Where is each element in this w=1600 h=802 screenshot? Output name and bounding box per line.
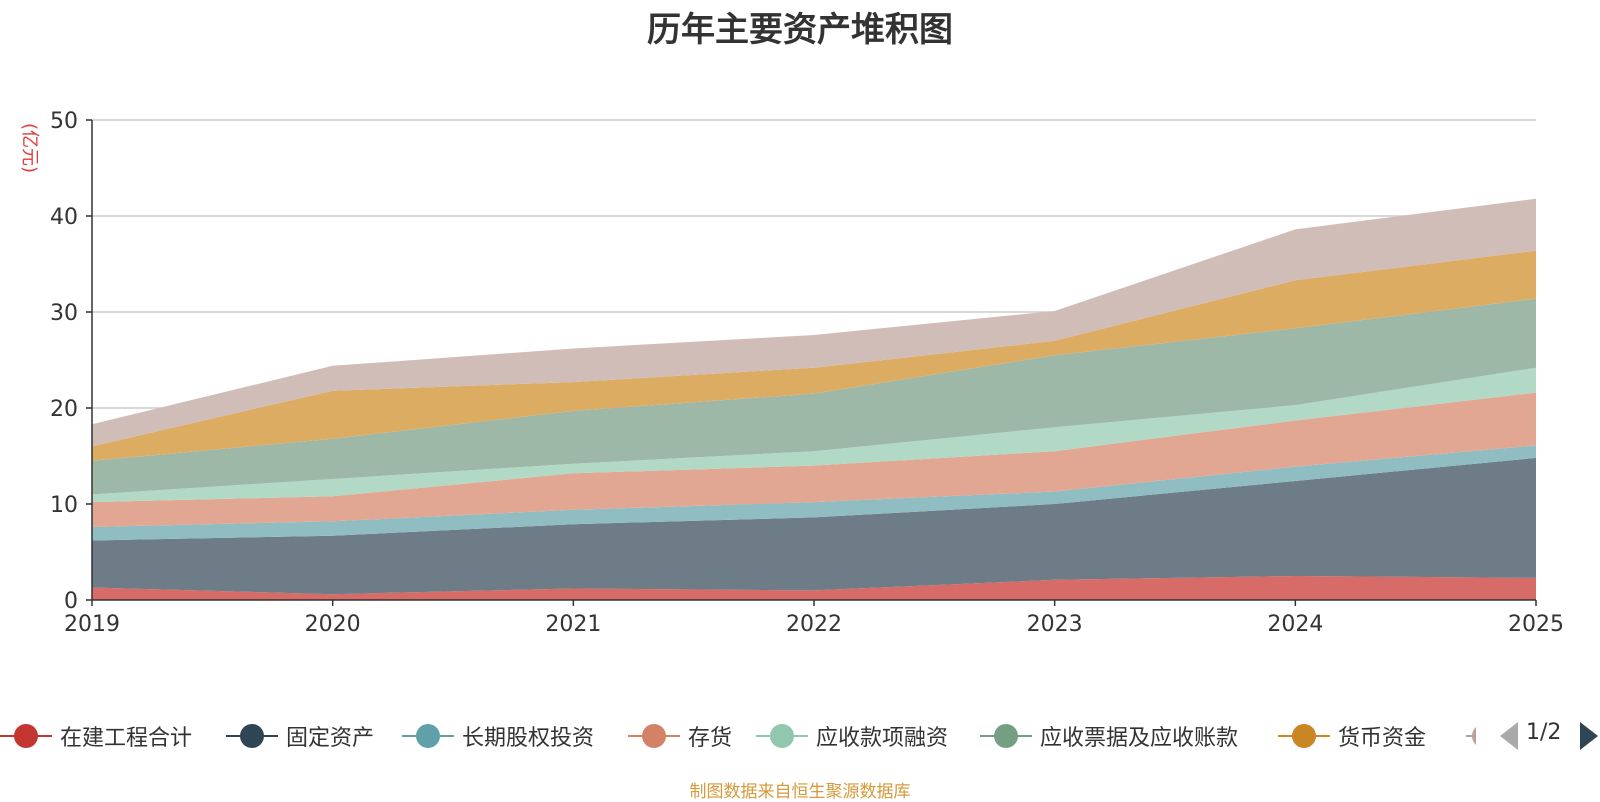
area-series-7[interactable] [92, 198, 1536, 447]
legend-next-page-icon[interactable] [1580, 722, 1598, 750]
legend-prev-page-icon[interactable] [1500, 722, 1518, 750]
y-tick-label: 40 [50, 205, 78, 230]
source-note: 制图数据来自恒生聚源数据库 [689, 782, 911, 802]
legend-marker-icon [980, 716, 1032, 756]
chart-title: 历年主要资产堆积图 [647, 10, 953, 50]
legend-marker-icon [226, 716, 278, 756]
y-tick-label: 30 [50, 301, 78, 326]
legend-label: 应收票据及应收账款 [1040, 726, 1239, 751]
area-series-5[interactable] [92, 298, 1536, 495]
area-series-4[interactable] [92, 367, 1536, 503]
legend-item-5[interactable]: 应收票据及应收账款 [980, 716, 1238, 756]
x-tick-label: 2022 [786, 612, 842, 637]
chart-plot: 0 10 20 30 40 50 2019 2020 2021 2022 2023 2024 2025 [50, 109, 1564, 637]
x-tick-label: 2019 [64, 612, 120, 637]
legend-marker-icon [628, 716, 680, 756]
legend-label: 应收款项融资 [816, 726, 949, 751]
legend-marker-icon [402, 716, 454, 756]
legend-item-6[interactable]: 货币资金 [1278, 716, 1426, 756]
x-tick-label: 2024 [1267, 612, 1323, 637]
legend-item-0[interactable]: 在建工程合计 [0, 716, 192, 756]
legend-item-1[interactable]: 固定资产 [226, 716, 374, 756]
y-tick-label: 20 [50, 397, 78, 422]
legend-marker-icon [1466, 716, 1476, 756]
x-tick-label: 2023 [1027, 612, 1083, 637]
legend-item-3[interactable]: 存货 [628, 716, 732, 756]
legend-marker-icon [756, 716, 808, 756]
legend: 在建工程合计 固定资产 长期股权投资 存货 应收款项融资 应收票据及应收账款 货币资金 1/2 [0, 716, 1600, 756]
legend-label: 长期股权投资 [462, 726, 595, 751]
legend-item-4[interactable]: 应收款项融资 [756, 716, 948, 756]
area-series-2[interactable] [92, 445, 1536, 541]
area-series-0[interactable] [92, 576, 1536, 600]
y-tick-label: 0 [64, 589, 78, 614]
legend-label: 在建工程合计 [60, 726, 193, 751]
legend-marker-icon [0, 716, 52, 756]
axes: 0 10 20 30 40 50 2019 2020 2021 2022 2023 2024 2025 [50, 109, 1564, 637]
legend-marker-icon [1278, 716, 1330, 756]
area-series-6[interactable] [92, 250, 1536, 461]
y-tick-label: 10 [50, 493, 78, 518]
legend-item-2[interactable]: 长期股权投资 [402, 716, 594, 756]
x-tick-label: 2025 [1508, 612, 1564, 637]
area-series-1[interactable] [92, 457, 1536, 595]
legend-item-clipped[interactable] [1466, 716, 1476, 756]
legend-page-indicator: 1/2 [1526, 720, 1562, 745]
legend-label: 货币资金 [1338, 726, 1427, 751]
x-tick-label: 2020 [305, 612, 361, 637]
area-series [92, 198, 1536, 600]
x-tick-label: 2021 [545, 612, 601, 637]
area-series-3[interactable] [92, 392, 1536, 527]
legend-label: 固定资产 [286, 726, 375, 751]
y-tick-label: 50 [50, 109, 78, 134]
legend-label: 存货 [688, 726, 733, 751]
